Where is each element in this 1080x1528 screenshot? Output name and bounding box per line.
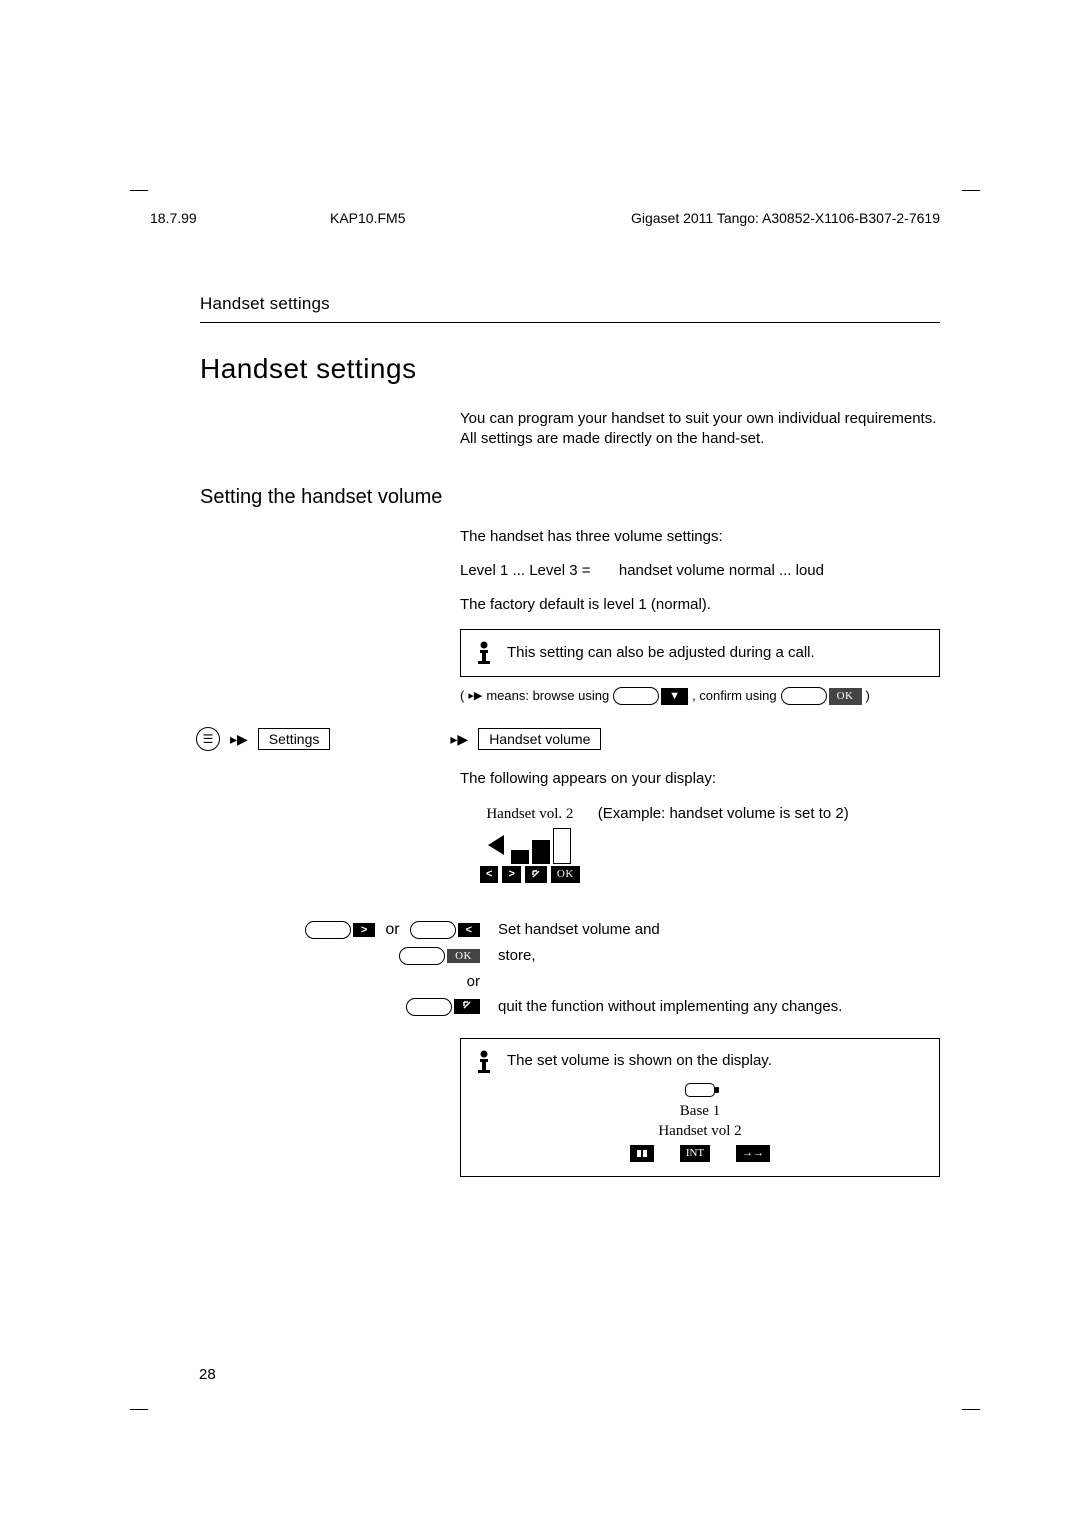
p1: The handset has three volume settings:	[460, 527, 940, 547]
pill-button-icon	[410, 921, 456, 939]
step-2: OK store,	[270, 947, 940, 965]
pill-button-icon	[781, 687, 827, 705]
lcd-title: Handset vol. 2	[480, 804, 580, 824]
ok-cap-icon: OK	[447, 949, 480, 963]
display-row: The following appears on your display: H…	[200, 769, 940, 882]
hint-open: (	[460, 687, 464, 705]
pill-button-icon	[613, 687, 659, 705]
lcd-example: (Example: handset volume is set to 2)	[598, 804, 849, 824]
meta-date: 18.7.99	[150, 210, 330, 226]
menu-path: ☰ ▸▶ Settings ▸▶ Handset volume	[196, 727, 940, 751]
result-row: The set volume is shown on the display. …	[200, 1038, 940, 1177]
step-3-text: quit the function without implementing a…	[480, 998, 940, 1015]
speaker-icon	[488, 835, 504, 855]
or-row: or	[150, 973, 484, 990]
crop-mark	[962, 1409, 980, 1428]
mini-lcd-line1: Base 1	[610, 1101, 790, 1121]
menu-step-2: Handset volume	[478, 728, 601, 750]
hint-confirm: , confirm using	[692, 687, 777, 705]
header-meta: 18.7.99 KAP10.FM5 Gigaset 2011 Tango: A3…	[150, 210, 940, 226]
pill-button-icon	[406, 998, 452, 1016]
arrow-icon: ▸▶	[450, 731, 468, 748]
display-intro: The following appears on your display:	[460, 769, 940, 789]
softkey-right: >	[502, 866, 520, 883]
result-box: The set volume is shown on the display. …	[460, 1038, 940, 1177]
rule	[200, 322, 940, 323]
battery-icon	[685, 1083, 715, 1097]
hint-means: means: browse using	[486, 687, 609, 705]
menu-step-1: Settings	[258, 728, 331, 750]
softkey-ok: OK	[551, 866, 580, 883]
mini-key-int: INT	[680, 1145, 710, 1162]
bar-3-hollow	[553, 828, 571, 864]
hint-symbol: ▸▶	[468, 689, 482, 704]
lcd-softkeys: < > OK	[480, 866, 580, 883]
page-content: 18.7.99 KAP10.FM5 Gigaset 2011 Tango: A3…	[150, 210, 940, 1199]
running-head: Handset settings	[200, 294, 940, 314]
lt-cap-icon: <	[458, 923, 480, 937]
bar-2	[532, 840, 550, 864]
p2-left: Level 1 ... Level 3 =	[460, 562, 591, 579]
crop-mark	[130, 190, 148, 209]
section-heading: Setting the handset volume	[200, 486, 940, 509]
menu-icon: ☰	[196, 727, 220, 751]
arrow-icon: ▸▶	[230, 731, 248, 748]
crop-mark	[962, 190, 980, 209]
down-cap-icon: ▼	[661, 688, 688, 705]
meta-doc: Gigaset 2011 Tango: A30852-X1106-B307-2-…	[510, 210, 940, 226]
lcd-bars	[480, 826, 580, 864]
intro-text: You can program your handset to suit you…	[460, 409, 940, 450]
bar-1	[511, 850, 529, 864]
mini-lcd-line2: Handset vol 2	[610, 1121, 790, 1141]
result-text: The set volume is shown on the display.	[507, 1051, 772, 1071]
p2: Level 1 ... Level 3 = handset volume nor…	[460, 561, 940, 581]
note-text: This setting can also be adjusted during…	[507, 643, 815, 663]
page-number: 28	[199, 1366, 216, 1383]
info-icon	[473, 1049, 495, 1075]
mini-lcd: Base 1 Handset vol 2 INT →→	[610, 1083, 790, 1162]
p2-right: handset volume normal ... loud	[619, 562, 824, 579]
menu-glyph: ☰	[203, 732, 214, 746]
crop-mark	[130, 1409, 148, 1428]
page-title: Handset settings	[200, 353, 940, 385]
mini-key-redial: →→	[736, 1145, 770, 1162]
back-cap-icon	[454, 999, 480, 1014]
step-1-text: Set handset volume and	[480, 921, 940, 938]
info-icon	[473, 640, 495, 666]
section-body: The handset has three volume settings: L…	[200, 527, 940, 706]
or-inline: or	[379, 921, 405, 939]
step-3: quit the function without implementing a…	[270, 998, 940, 1016]
step-2-text: store,	[480, 947, 940, 964]
note-box: This setting can also be adjusted during…	[460, 629, 940, 677]
intro-row: You can program your handset to suit you…	[200, 409, 940, 464]
ok-cap-icon: OK	[829, 688, 862, 705]
pill-button-icon	[305, 921, 351, 939]
pill-button-icon	[399, 947, 445, 965]
gt-cap-icon: >	[353, 923, 375, 937]
p3: The factory default is level 1 (normal).	[460, 595, 940, 615]
meta-file: KAP10.FM5	[330, 210, 510, 226]
mini-key-book	[630, 1145, 654, 1162]
step-1: > or < Set handset volume and	[270, 921, 940, 939]
softkey-left: <	[480, 866, 498, 883]
softkey-back	[525, 866, 547, 883]
hint-row: ( ▸▶ means: browse using ▼ , confirm usi…	[460, 687, 940, 705]
hint-close: )	[866, 687, 870, 705]
lcd-mock: Handset vol. 2 < > OK	[480, 804, 580, 883]
